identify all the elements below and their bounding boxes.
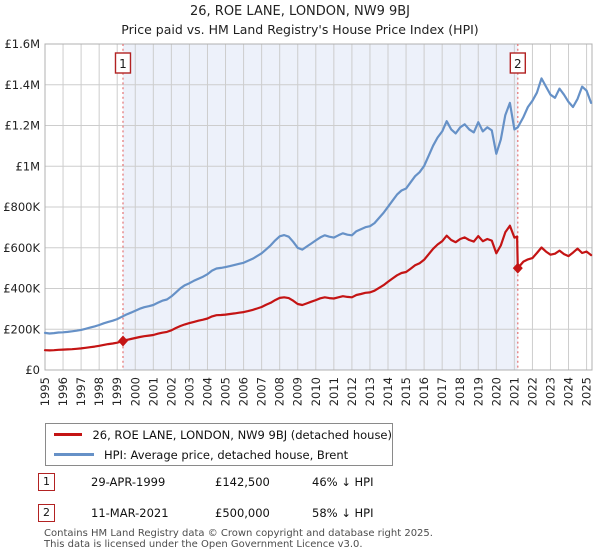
license-footer: Contains HM Land Registry data © Crown c… xyxy=(44,528,600,550)
x-axis-tick-label: 2024 xyxy=(562,377,576,406)
x-axis-tick-label: 2025 xyxy=(580,377,594,406)
x-axis-tick-label: 2000 xyxy=(128,377,142,406)
x-axis-tick-label: 2007 xyxy=(255,377,269,406)
transaction-2-hpi-delta: 58% ↓ HPI xyxy=(312,506,374,520)
x-axis-tick-label: 2010 xyxy=(309,377,323,406)
y-axis-tick-label: £800K xyxy=(3,200,40,214)
x-axis-tick-label: 2016 xyxy=(417,377,431,406)
transaction-row-2: 2 11-MAR-2021 £500,000 58% ↓ HPI xyxy=(0,504,600,523)
marker-box-1 xyxy=(114,52,132,74)
x-axis-tick-label: 1998 xyxy=(92,377,106,406)
y-axis-tick-label: £600K xyxy=(3,241,40,255)
page-title: 26, ROE LANE, LONDON, NW9 9BJ xyxy=(189,4,411,19)
legend-item-hpi: HPI: Average price, detached house, Bren… xyxy=(54,446,392,464)
sale-point-2 xyxy=(512,262,523,274)
page-subtitle: Price paid vs. HM Land Registry's House … xyxy=(121,22,479,37)
x-axis-tick-label: 2004 xyxy=(201,377,215,406)
x-axis-tick-label: 2003 xyxy=(182,377,196,406)
marker-box-2 xyxy=(509,52,527,74)
legend-item-label: 26, ROE LANE, LONDON, NW9 9BJ (detached … xyxy=(92,427,392,442)
x-axis-tick-label: 2021 xyxy=(507,377,521,406)
x-axis-tick-label: 1995 xyxy=(38,377,52,406)
chart-legend: 26, ROE LANE, LONDON, NW9 9BJ (detached … xyxy=(45,423,393,466)
x-axis-tick-label: 2022 xyxy=(525,377,539,406)
x-axis-tick-label: 2020 xyxy=(489,377,503,406)
x-axis-tick-label: 2017 xyxy=(435,377,449,406)
x-axis-tick-label: 2015 xyxy=(399,377,413,406)
transaction-1-marker: 1 xyxy=(38,473,55,491)
plot-border xyxy=(44,43,593,371)
x-axis-tick-label: 2019 xyxy=(471,377,485,406)
marker-box-label-2: 2 xyxy=(514,57,522,71)
x-axis-tick-label: 2002 xyxy=(164,377,178,406)
hpi-line xyxy=(43,77,593,335)
x-axis-tick-label: 1996 xyxy=(56,377,70,406)
footer-line-2: This data is licensed under the Open Gov… xyxy=(44,538,363,550)
x-axis-tick-label: 2005 xyxy=(219,377,233,406)
x-axis-tick-label: 1999 xyxy=(110,377,124,406)
transaction-2-marker: 2 xyxy=(38,504,55,522)
sale-point-1 xyxy=(117,335,128,347)
x-axis-tick-label: 2013 xyxy=(363,377,377,406)
y-axis-tick-label: £400K xyxy=(3,282,40,296)
hpi-line-swatch xyxy=(54,453,94,456)
x-axis-tick-label: 2011 xyxy=(327,377,341,406)
x-axis-tick-label: 2009 xyxy=(291,377,305,406)
marker-box-label-1: 1 xyxy=(119,57,127,71)
y-axis-tick-label: £1.2M xyxy=(4,119,40,133)
y-axis-tick-label: £200K xyxy=(3,322,40,336)
footer-line-1: Contains HM Land Registry data © Crown c… xyxy=(44,528,433,539)
transaction-1-hpi-delta: 46% ↓ HPI xyxy=(312,475,374,489)
x-axis-tick-label: 1997 xyxy=(74,377,88,406)
price-chart: 1 2 £0 £200K £400K £600K £800K £1M £1.2M £1.4M £1.… xyxy=(3,37,594,406)
x-axis-tick-label: 2006 xyxy=(237,377,251,406)
y-axis-tick-label: £1.4M xyxy=(4,78,40,92)
x-axis-tick-label: 2001 xyxy=(146,377,160,406)
property-line-swatch xyxy=(54,433,83,436)
legend-item-property: 26, ROE LANE, LONDON, NW9 9BJ (detached … xyxy=(54,426,392,444)
x-axis-tick-label: 2018 xyxy=(453,377,467,406)
y-axis-tick-label: £1M xyxy=(15,159,40,173)
transaction-2-date: 11-MAR-2021 xyxy=(91,506,169,520)
x-axis-tick-label: 2014 xyxy=(381,377,395,406)
y-axis-tick-label: £1.6M xyxy=(4,37,40,51)
transaction-1-price: £142,500 xyxy=(215,475,270,489)
y-axis-tick-label: £0 xyxy=(25,363,40,377)
legend-item-label: HPI: Average price, detached house, Bren… xyxy=(104,447,349,462)
transaction-row-1: 1 29-APR-1999 £142,500 46% ↓ HPI xyxy=(0,473,600,492)
x-axis-tick-label: 2008 xyxy=(273,377,287,406)
transaction-1-date: 29-APR-1999 xyxy=(91,475,166,489)
transaction-2-price: £500,000 xyxy=(215,506,270,520)
price-paid-line xyxy=(43,224,593,352)
x-axis-tick-label: 2023 xyxy=(544,377,558,406)
x-axis-tick-label: 2012 xyxy=(345,377,359,406)
